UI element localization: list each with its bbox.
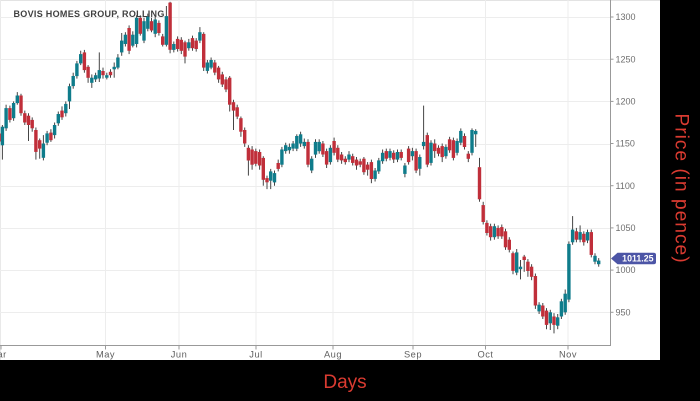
svg-text:Sep: Sep xyxy=(404,350,422,360)
svg-text:Mar: Mar xyxy=(0,350,7,360)
svg-text:Oct: Oct xyxy=(478,350,494,360)
svg-text:Jun: Jun xyxy=(171,350,188,360)
svg-text:1250: 1250 xyxy=(616,54,636,64)
svg-text:1011.25: 1011.25 xyxy=(622,254,653,264)
svg-text:BOVIS HOMES GROUP, ROLLING: BOVIS HOMES GROUP, ROLLING xyxy=(14,9,165,19)
svg-text:1150: 1150 xyxy=(616,139,635,149)
svg-text:950: 950 xyxy=(616,307,631,317)
svg-text:Aug: Aug xyxy=(324,350,342,360)
svg-text:1000: 1000 xyxy=(616,265,636,275)
svg-text:Nov: Nov xyxy=(559,350,577,360)
svg-text:May: May xyxy=(96,350,115,360)
svg-text:1100: 1100 xyxy=(616,181,635,191)
svg-text:Days: Days xyxy=(323,372,366,393)
svg-text:1050: 1050 xyxy=(616,223,636,233)
svg-text:Price (in pence): Price (in pence) xyxy=(671,113,693,263)
svg-text:Jul: Jul xyxy=(249,350,262,360)
svg-text:1300: 1300 xyxy=(616,12,636,22)
svg-text:1200: 1200 xyxy=(616,97,636,107)
